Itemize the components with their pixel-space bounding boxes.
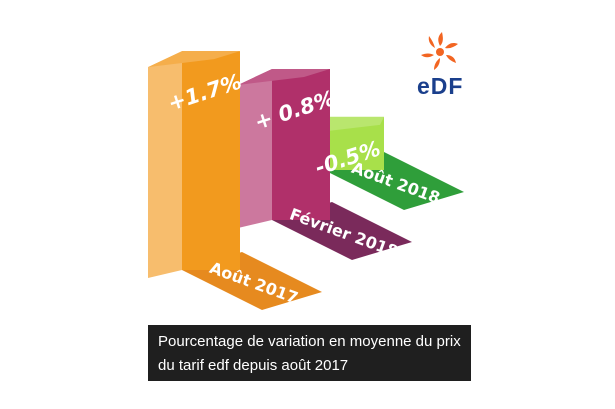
edf-swirl-icon: [421, 32, 458, 70]
bar-top-face: [148, 51, 240, 68]
bar: [182, 51, 240, 271]
bar-top-face: [238, 68, 330, 85]
bars: [148, 51, 384, 279]
bar-side-face: [148, 51, 182, 279]
logo-text: eDF: [417, 73, 463, 99]
edf-logo: eDF: [417, 32, 463, 99]
bar: [324, 116, 384, 170]
bar-side-face: [238, 68, 272, 228]
caption: Pourcentage de variation en moyenne du p…: [148, 325, 471, 381]
bar: [272, 68, 330, 220]
